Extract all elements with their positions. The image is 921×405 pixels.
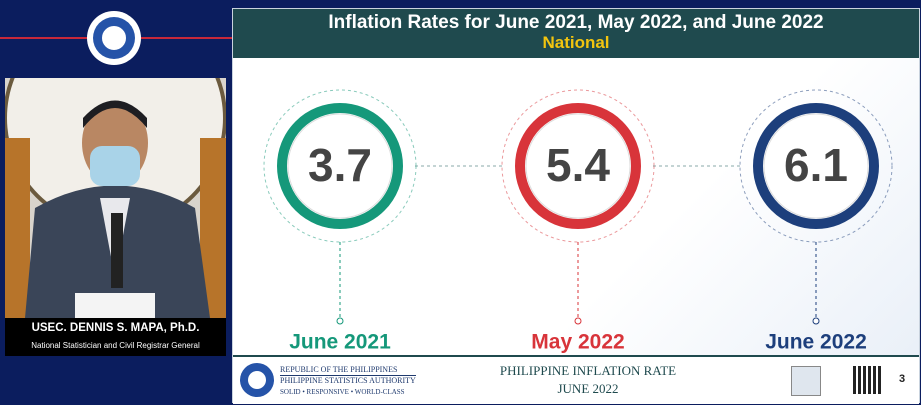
dashed-halo (739, 89, 893, 243)
stem-dot (574, 317, 582, 325)
dashed-halo (501, 89, 655, 243)
page-number: 3 (899, 373, 906, 385)
rate-value: 6.1 (784, 139, 848, 191)
caption-bar: USEC. DENNIS S. MAPA, Ph.D. National Sta… (5, 318, 226, 356)
qr-code (853, 366, 881, 394)
rate-label: June 2022 (765, 331, 867, 353)
presenter-name: USEC. DENNIS S. MAPA, Ph.D. (31, 322, 200, 334)
slide-header: Inflation Rates for June 2021, May 2022,… (233, 9, 919, 58)
stem-dot (812, 317, 820, 325)
dashed-halo (263, 89, 417, 243)
backdrop-wood (5, 138, 30, 318)
rate-inner (763, 113, 869, 219)
slide-footer: REPUBLIC OF THE PHILIPPINES PHILIPPINE S… (233, 355, 919, 404)
slide-title: Inflation Rates for June 2021, May 2022,… (328, 12, 824, 33)
rate-label: May 2022 (531, 331, 624, 353)
mask (90, 146, 140, 186)
logo-globe (100, 24, 128, 52)
agency-line: PHILIPPINE STATISTICS AUTHORITY (280, 375, 416, 385)
rate-value: 3.7 (308, 139, 372, 191)
desk-mics (75, 293, 155, 318)
rate-inner (525, 113, 631, 219)
slide-subtitle: National (542, 33, 610, 52)
rate-figure: 3.7 June 2021 5.4 May 2022 6.1 June 2022 (263, 89, 893, 353)
psa-logo (87, 11, 141, 65)
report-date: JUNE 2022 (557, 381, 619, 396)
logo-globe (248, 371, 266, 389)
rate-value: 5.4 (546, 139, 610, 191)
microphone (111, 213, 123, 288)
hair (83, 100, 147, 128)
agency-line: SOLID • RESPONSIVE • WORLD-CLASS (280, 388, 405, 396)
slide: Inflation Rates for June 2021, May 2022,… (232, 8, 920, 404)
agency-line: REPUBLIC OF THE PHILIPPINES (280, 365, 398, 374)
stem-dot (336, 317, 344, 325)
footer-logo (240, 363, 274, 397)
presenter-position: National Statistician and Civil Registra… (31, 341, 200, 350)
video-feed (5, 78, 226, 318)
report-title: PHILIPPINE INFLATION RATE (499, 363, 677, 378)
rate-inner (287, 113, 393, 219)
rate-label: June 2021 (289, 331, 391, 353)
certification-badge (791, 366, 821, 396)
